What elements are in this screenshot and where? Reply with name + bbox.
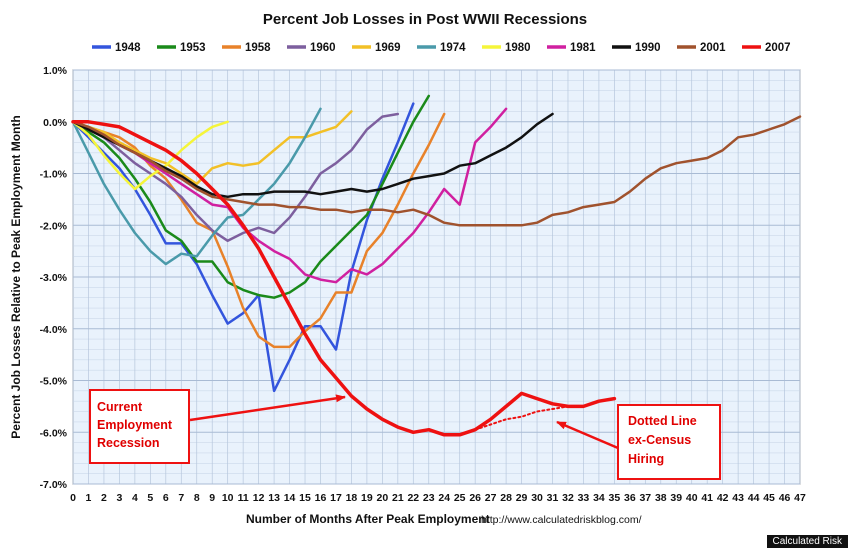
x-tick-label: 46 [779, 492, 791, 504]
y-tick-label: -2.0% [40, 220, 68, 232]
x-tick-label: 19 [361, 492, 373, 504]
y-tick-label: -6.0% [40, 427, 68, 439]
series-line-2007-ex-census [474, 397, 616, 431]
x-tick-label: 27 [485, 492, 497, 504]
y-tick-label: -4.0% [40, 324, 68, 336]
legend-label-2001: 2001 [700, 42, 726, 54]
x-tick-label: 21 [392, 492, 404, 504]
x-tick-label: 35 [609, 492, 621, 504]
x-tick-label: 36 [624, 492, 636, 504]
x-tick-label: 24 [438, 492, 450, 504]
x-tick-label: 29 [516, 492, 528, 504]
x-tick-label: 14 [284, 492, 296, 504]
series-line-1981 [71, 107, 508, 284]
x-tick-label: 15 [299, 492, 311, 504]
grid-minor [73, 80, 800, 474]
x-tick-label: 39 [670, 492, 682, 504]
x-tick-label: 13 [268, 492, 280, 504]
x-tick-label: 20 [377, 492, 389, 504]
y-tick-label: 0.0% [43, 117, 68, 129]
x-axis-label: Number of Months After Peak Employment [246, 512, 490, 526]
y-tick-label: -7.0% [40, 479, 68, 491]
x-tick-label: 43 [732, 492, 744, 504]
x-tick-label: 42 [717, 492, 729, 504]
series-line-1980 [71, 120, 229, 191]
legend-label-1974: 1974 [440, 42, 466, 54]
source-url: http://www.calculatedriskblog.com/ [481, 514, 642, 526]
legend-label-1953: 1953 [180, 42, 206, 54]
x-tick-label: 38 [655, 492, 667, 504]
x-tick-label: 30 [531, 492, 543, 504]
x-tick-label: 4 [132, 492, 138, 504]
x-tick-label: 31 [547, 492, 559, 504]
y-axis-label: Percent Job Losses Relative to Peak Empl… [9, 115, 23, 438]
x-tick-label: 10 [222, 492, 234, 504]
x-tick-label: 32 [562, 492, 574, 504]
callout-current-line-2: Employment [97, 418, 173, 432]
callout-dotted-line-2: ex-Census [628, 433, 691, 447]
x-tick-label: 7 [178, 492, 184, 504]
y-tick-label: -5.0% [40, 376, 68, 388]
x-tick-label: 26 [469, 492, 481, 504]
chart-title: Percent Job Losses in Post WWII Recessio… [263, 11, 587, 28]
x-tick-label: 12 [253, 492, 265, 504]
y-tick-label: -1.0% [40, 169, 68, 181]
x-tick-label: 47 [794, 492, 806, 504]
callout-dotted-line-3: Hiring [628, 452, 664, 466]
legend-label-1980: 1980 [505, 42, 531, 54]
series-layer [71, 94, 802, 437]
legend-label-1990: 1990 [635, 42, 661, 54]
x-tick-label: 0 [70, 492, 76, 504]
callout-current-box [89, 389, 190, 464]
legend-label-2007: 2007 [765, 42, 791, 54]
callout-current-line-1: Current [97, 400, 143, 414]
series-line-1974 [71, 107, 322, 266]
x-tick-label: 9 [209, 492, 215, 504]
series-line-2007 [71, 120, 617, 437]
credit-label: Calculated Risk [766, 535, 848, 548]
x-axis-ticks: 0 1 2 3 4 5 6 7 8 9 10 11 12 13 14 15 16 17 18 19 20 21 22 23 24… [70, 492, 806, 504]
legend: 1948 1953 1958 1960 1969 1974 1980 1981 1990 2001… [92, 42, 791, 54]
legend-label-1969: 1969 [375, 42, 401, 54]
x-tick-label: 2 [101, 492, 107, 504]
x-tick-label: 11 [238, 492, 249, 504]
legend-label-1958: 1958 [245, 42, 271, 54]
series-line-2001 [71, 115, 802, 227]
callout-dotted-arrow [556, 420, 619, 450]
x-tick-label: 17 [330, 492, 342, 504]
series-line-1960 [71, 112, 400, 243]
legend-label-1981: 1981 [570, 42, 596, 54]
x-tick-label: 33 [578, 492, 590, 504]
x-tick-label: 22 [407, 492, 419, 504]
callouts: Current Employment Recession Dotted Line… [89, 389, 721, 480]
x-tick-label: 18 [346, 492, 358, 504]
x-tick-label: 5 [147, 492, 153, 504]
y-tick-label: -3.0% [40, 272, 68, 284]
x-tick-label: 16 [315, 492, 327, 504]
y-tick-label: 1.0% [43, 65, 68, 77]
x-tick-label: 41 [701, 492, 713, 504]
callout-dotted-line-1: Dotted Line [628, 414, 697, 428]
legend-label-1960: 1960 [310, 42, 336, 54]
x-tick-label: 40 [686, 492, 698, 504]
x-tick-label: 23 [423, 492, 435, 504]
callout-dotted-box [617, 404, 721, 480]
x-tick-label: 1 [86, 492, 92, 504]
callout-current-line-3: Recession [97, 436, 160, 450]
series-line-1958 [71, 112, 446, 349]
x-tick-label: 25 [454, 492, 466, 504]
x-tick-label: 44 [748, 492, 760, 504]
legend-label-1948: 1948 [115, 42, 141, 54]
callout-current-arrow [189, 394, 346, 422]
x-tick-label: 37 [639, 492, 651, 504]
y-axis-ticks: 1.0% 0.0% -1.0% -2.0% -3.0% -4.0% -5.0% -6.0% -7… [40, 65, 68, 491]
x-tick-label: 3 [116, 492, 122, 504]
x-tick-label: 34 [593, 492, 605, 504]
x-tick-label: 8 [194, 492, 200, 504]
x-tick-label: 28 [500, 492, 512, 504]
x-tick-label: 45 [763, 492, 775, 504]
x-tick-label: 6 [163, 492, 169, 504]
